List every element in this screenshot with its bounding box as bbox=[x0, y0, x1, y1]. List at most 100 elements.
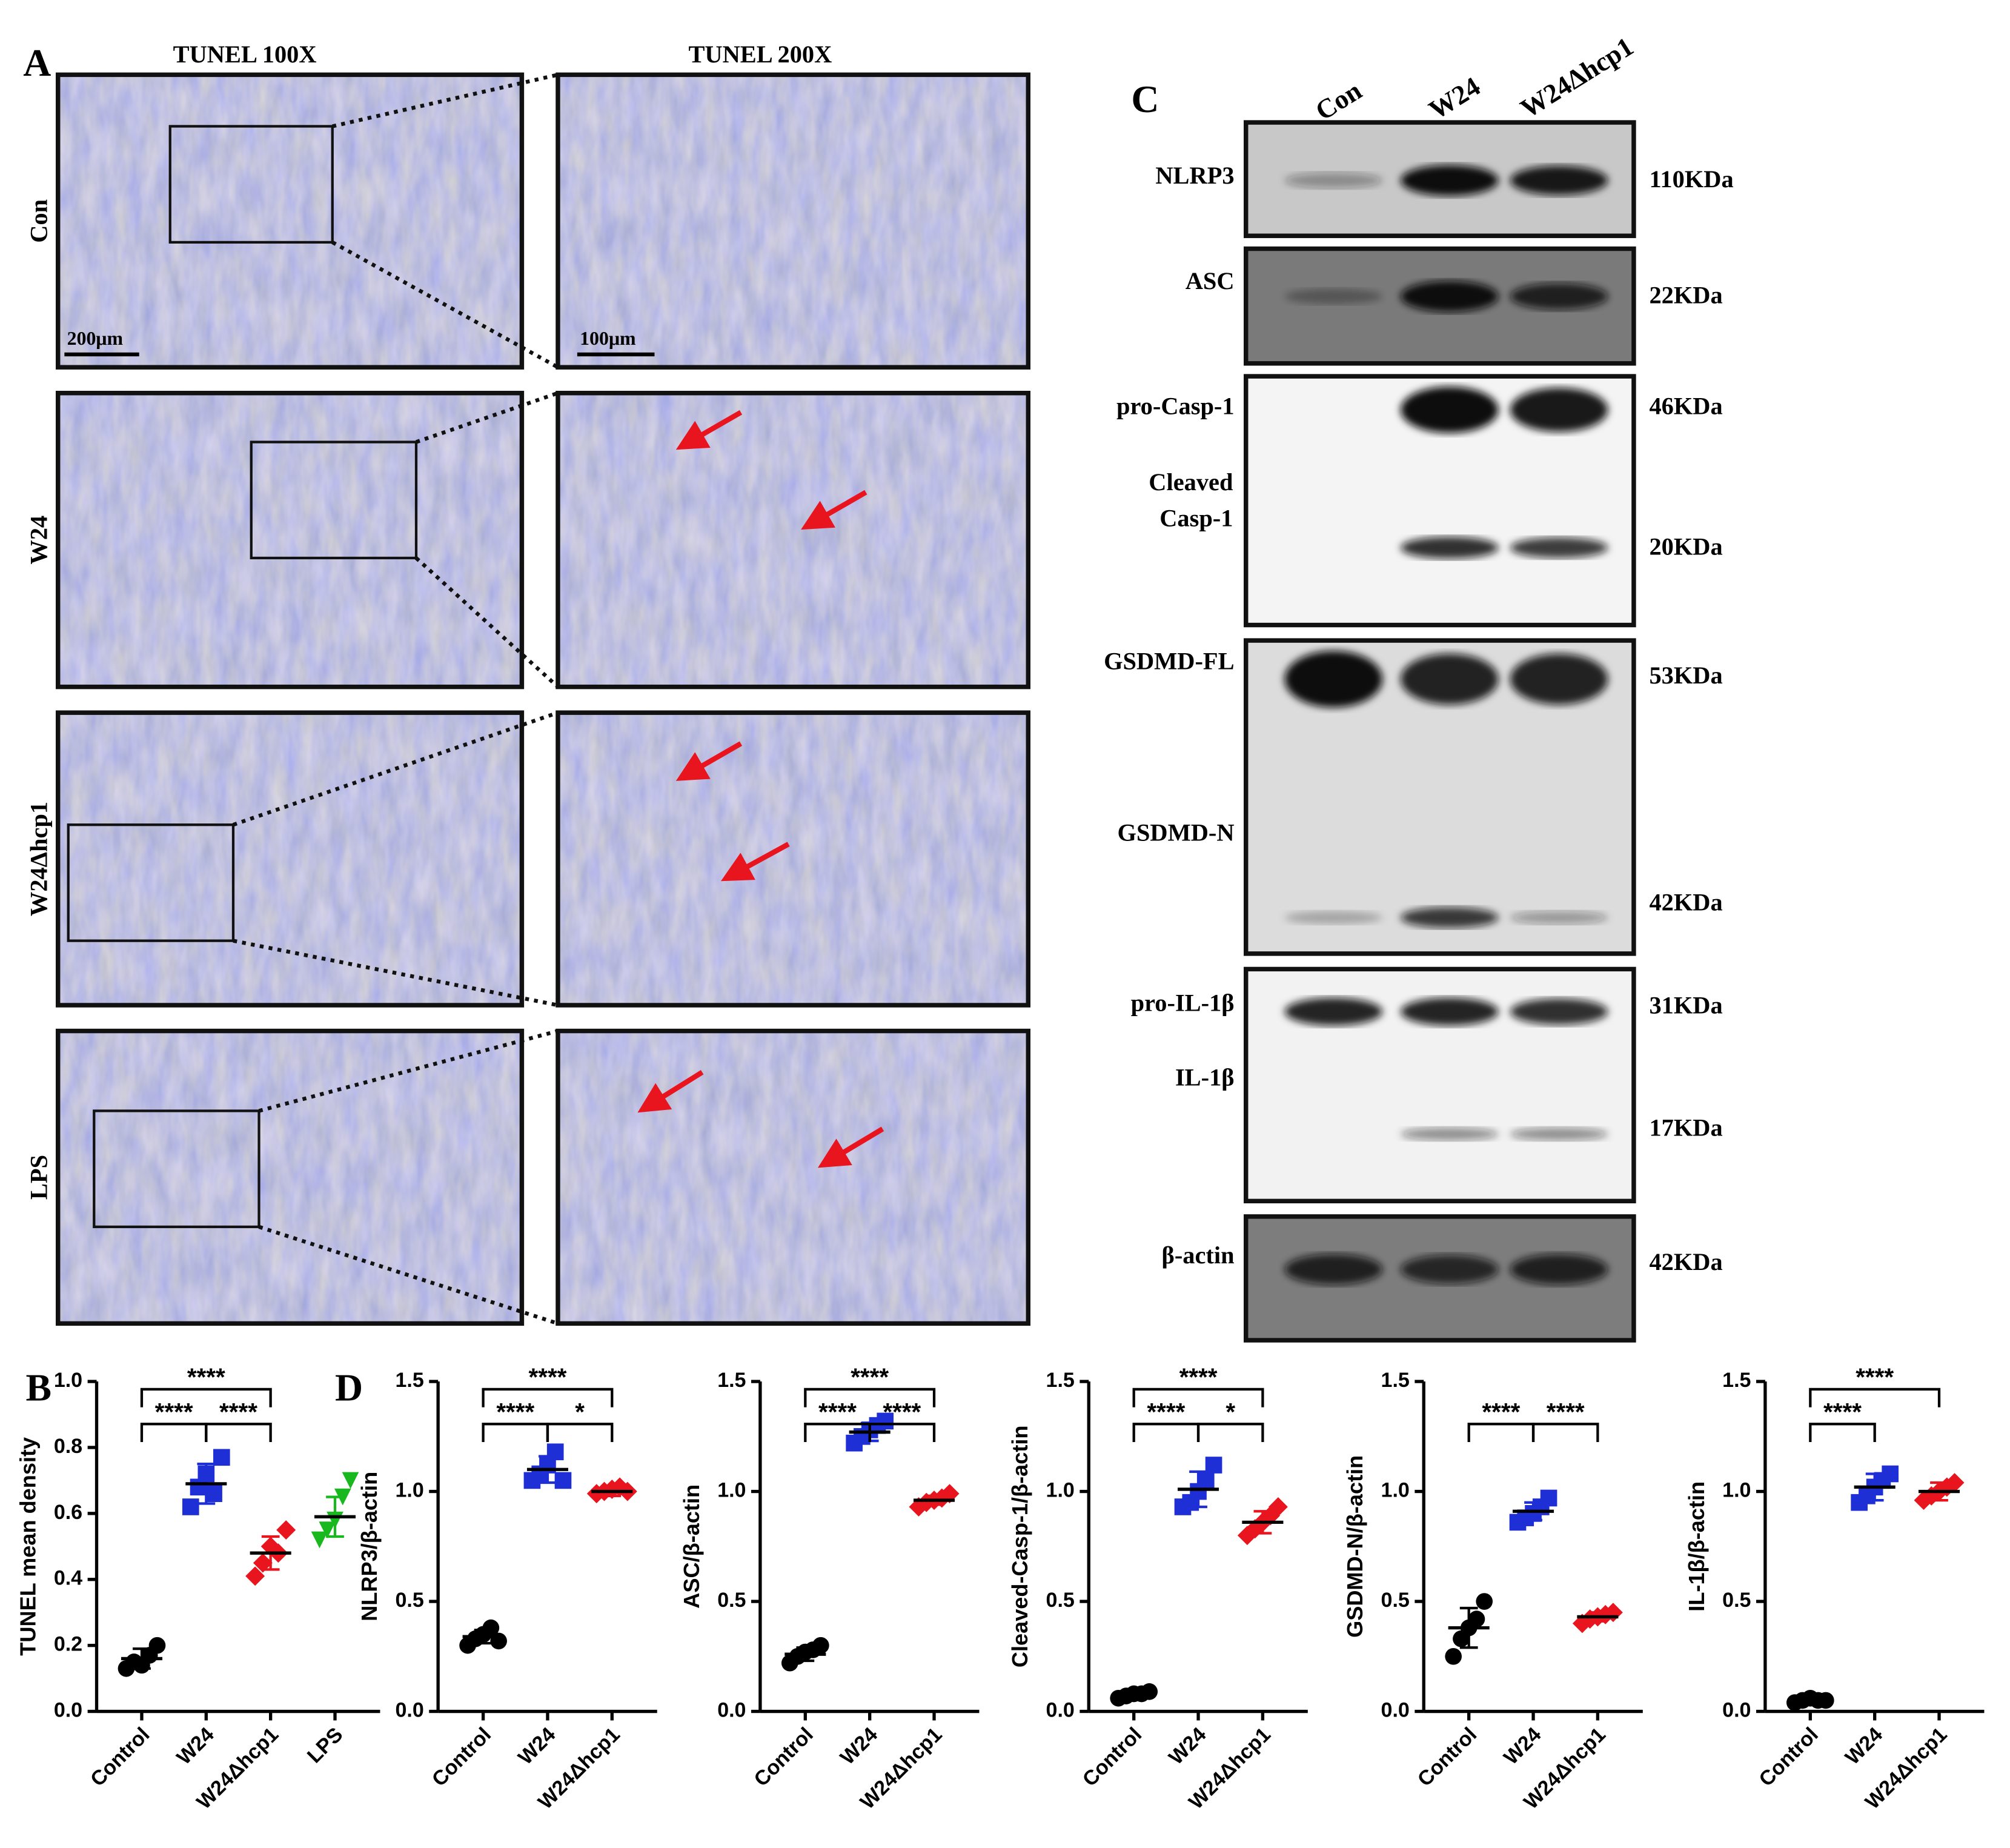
data-point bbox=[482, 1619, 500, 1637]
micrograph-frame bbox=[55, 390, 525, 690]
significance-bracket bbox=[804, 1388, 936, 1408]
y-tick-label: 0.6 bbox=[54, 1501, 82, 1524]
data-point bbox=[334, 1488, 351, 1506]
x-tick-label: Control bbox=[1078, 1723, 1146, 1791]
data-point bbox=[546, 1443, 564, 1461]
size-label: 20KDa bbox=[1649, 533, 1722, 560]
y-tick-label: 1.5 bbox=[1381, 1369, 1410, 1392]
data-point bbox=[1476, 1593, 1493, 1610]
band bbox=[1510, 998, 1608, 1025]
y-tick-label: 0.5 bbox=[1722, 1589, 1751, 1612]
data-point bbox=[1445, 1647, 1462, 1665]
protein-label: pro-Casp-1 bbox=[1116, 393, 1235, 420]
data-point bbox=[197, 1465, 215, 1483]
micrograph bbox=[58, 713, 522, 1005]
size-label: 31KDa bbox=[1649, 992, 1722, 1019]
row-label: Con bbox=[25, 199, 52, 243]
protein-label: ASC bbox=[1186, 267, 1235, 294]
band bbox=[1510, 387, 1608, 432]
significance-bracket bbox=[1196, 1423, 1264, 1443]
data-point bbox=[311, 1531, 328, 1549]
zoom-box bbox=[250, 440, 418, 560]
micrograph-zoomed bbox=[557, 75, 1029, 368]
significance-bracket bbox=[1132, 1423, 1200, 1443]
y-tick-label: 1.5 bbox=[395, 1369, 423, 1392]
significance-bracket bbox=[140, 1423, 208, 1443]
red-arrow bbox=[720, 842, 790, 882]
blot-frame bbox=[1244, 246, 1636, 366]
significance-label: **** bbox=[1147, 1398, 1185, 1426]
zoom-box bbox=[168, 125, 334, 244]
significance-label: **** bbox=[1179, 1363, 1218, 1391]
y-tick-label: 1.5 bbox=[1046, 1369, 1075, 1392]
x-tick-label: W24 bbox=[1841, 1723, 1887, 1769]
micrograph-zoomed bbox=[557, 393, 1029, 687]
y-tick-label: 0.0 bbox=[54, 1699, 82, 1722]
x-tick-label: Control bbox=[749, 1723, 817, 1791]
data-point bbox=[182, 1498, 199, 1515]
size-label: 46KDa bbox=[1649, 393, 1722, 420]
column-title: TUNEL 100X bbox=[173, 41, 317, 68]
micrograph-frame bbox=[556, 390, 1031, 690]
size-label: 42KDa bbox=[1649, 888, 1722, 916]
significance-bracket bbox=[1132, 1388, 1264, 1408]
y-axis-label: IL-1β/β-actin bbox=[1684, 1481, 1709, 1612]
size-label: 53KDa bbox=[1649, 662, 1722, 689]
micrograph-frame bbox=[556, 72, 1031, 370]
blot-frame bbox=[1244, 638, 1636, 956]
x-tick-label: W24 bbox=[172, 1723, 218, 1769]
significance-bracket bbox=[1467, 1423, 1535, 1443]
panel-label: A bbox=[23, 41, 51, 84]
y-tick-label: 0.2 bbox=[54, 1633, 82, 1656]
band bbox=[1510, 911, 1608, 924]
significance-bracket bbox=[1809, 1388, 1941, 1408]
panel-label: C bbox=[1131, 78, 1159, 121]
y-tick-label: 1.0 bbox=[395, 1479, 423, 1502]
x-tick-label: W24 bbox=[1164, 1723, 1210, 1769]
data-point bbox=[1141, 1683, 1158, 1700]
significance-label: **** bbox=[1856, 1363, 1894, 1391]
band bbox=[1284, 288, 1383, 304]
micrograph bbox=[58, 393, 522, 687]
red-arrow bbox=[637, 1069, 704, 1113]
y-tick-label: 1.0 bbox=[54, 1369, 82, 1392]
blot-frame bbox=[1244, 120, 1636, 238]
band bbox=[1510, 283, 1608, 310]
y-axis-label: NLRP3/β-actin bbox=[357, 1472, 382, 1621]
size-label: 42KDa bbox=[1649, 1248, 1722, 1275]
data-point bbox=[1468, 1610, 1485, 1627]
protein-label: NLRP3 bbox=[1155, 162, 1234, 189]
band bbox=[1400, 281, 1499, 312]
micrograph-frame bbox=[55, 1028, 525, 1326]
protein-label: GSDMD-FL bbox=[1104, 648, 1234, 675]
significance-label: **** bbox=[496, 1398, 534, 1426]
band bbox=[1284, 651, 1383, 708]
red-arrow bbox=[675, 410, 743, 450]
band bbox=[1284, 1254, 1383, 1285]
micrograph bbox=[58, 75, 522, 368]
protein-label: pro-IL-1β bbox=[1131, 989, 1235, 1016]
significance-label: **** bbox=[1823, 1398, 1862, 1426]
row-label: W24Δhcp1 bbox=[25, 802, 52, 916]
zoom-guide bbox=[258, 1029, 559, 1113]
band bbox=[1284, 173, 1383, 188]
protein-label: Casp-1 bbox=[1159, 505, 1233, 532]
size-label: 17KDa bbox=[1649, 1114, 1722, 1142]
data-point bbox=[877, 1412, 894, 1430]
significance-bracket bbox=[1809, 1423, 1876, 1443]
y-tick-label: 0.0 bbox=[1722, 1699, 1751, 1722]
blot-frame bbox=[1244, 1214, 1636, 1343]
x-tick-label: Control bbox=[1754, 1723, 1822, 1791]
micrograph-zoomed bbox=[557, 713, 1029, 1005]
significance-label: **** bbox=[155, 1398, 193, 1426]
blot-frame bbox=[1244, 374, 1636, 628]
y-tick-label: 1.5 bbox=[1722, 1369, 1751, 1392]
x-tick-label: W24 bbox=[514, 1723, 560, 1769]
significance-label: * bbox=[575, 1398, 585, 1426]
size-label: 22KDa bbox=[1649, 282, 1722, 309]
significance-bracket bbox=[1531, 1423, 1599, 1443]
x-tick-label: W24 bbox=[836, 1723, 882, 1769]
micrograph bbox=[58, 1031, 522, 1324]
protein-label: GSDMD-N bbox=[1118, 819, 1235, 846]
band bbox=[1284, 911, 1383, 924]
